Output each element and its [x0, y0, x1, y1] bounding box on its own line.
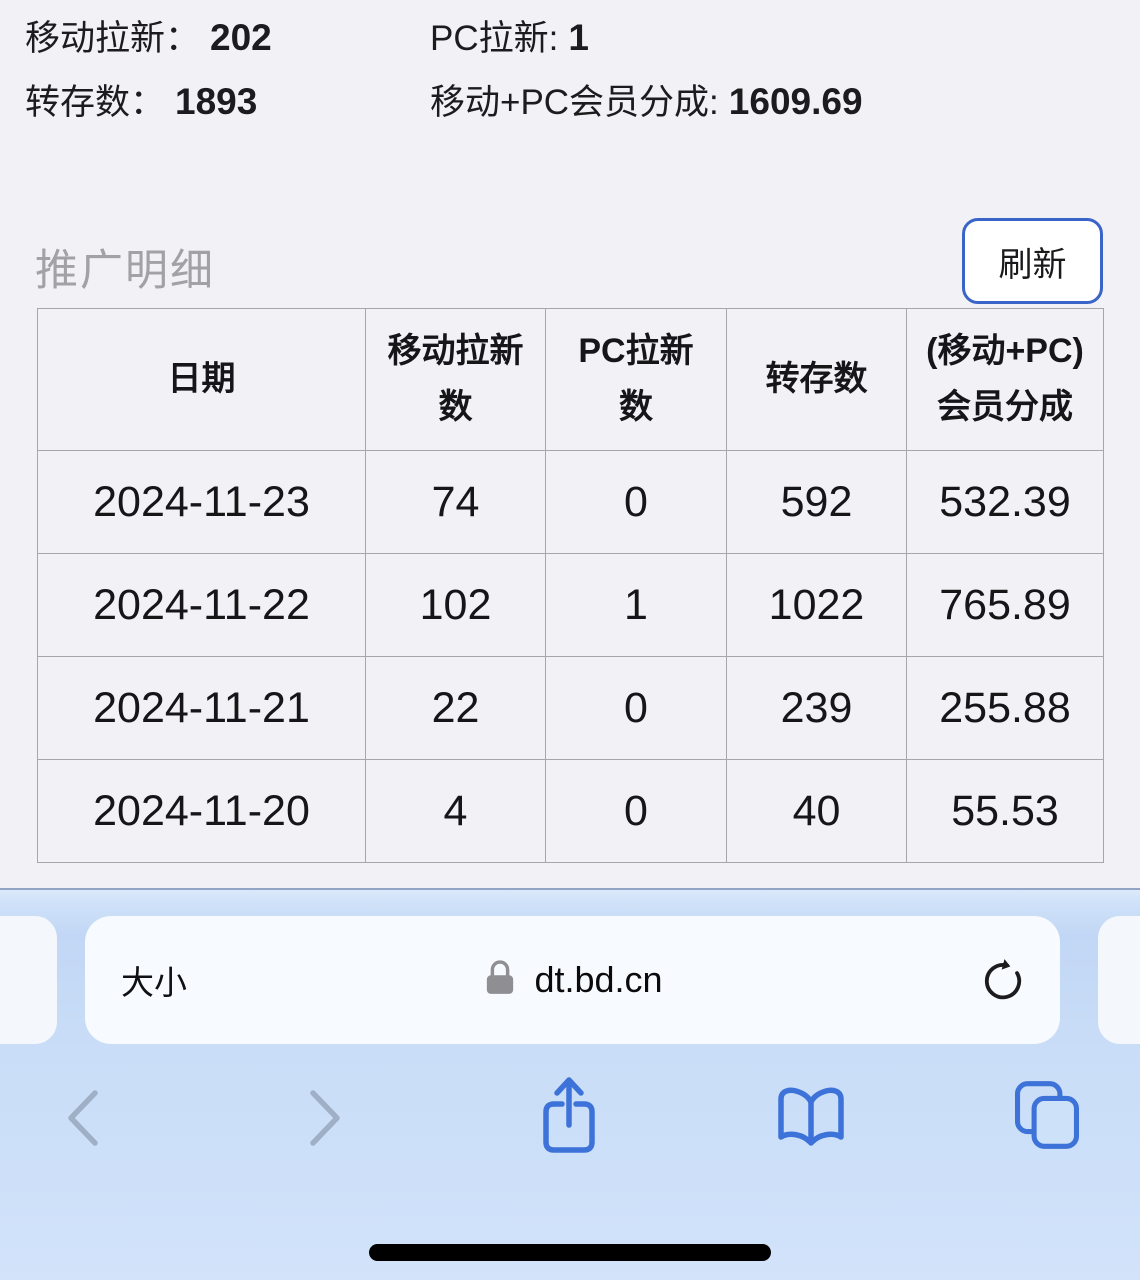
- stat-value: 1: [568, 17, 589, 58]
- table-cell: 74: [365, 450, 546, 554]
- stat-mobile-new: 移动拉新： 202: [25, 10, 430, 61]
- table-cell: 532.39: [906, 450, 1104, 554]
- table-row: 2024-11-22 102 1 1022 765.89: [37, 553, 1104, 657]
- table-cell: 4: [365, 759, 546, 863]
- reload-icon[interactable]: [976, 951, 1030, 1009]
- summary-stats: 移动拉新： 202 PC拉新: 1 转存数： 1893 移动+PC会员分成: 1…: [0, 0, 1140, 138]
- table-cell: 239: [726, 656, 907, 760]
- text-size-button[interactable]: 大小: [85, 916, 207, 1044]
- date-cell: 2024-11-20: [37, 759, 366, 863]
- bookmarks-icon[interactable]: [772, 1086, 850, 1150]
- stat-label: PC拉新:: [430, 19, 559, 58]
- promotion-table: 日期 移动拉新数 PC拉新数 转存数 (移动+PC)会员分成 2024-11-2…: [37, 308, 1104, 863]
- table-cell: 0: [545, 759, 727, 863]
- date-cell: 2024-11-23: [37, 450, 366, 554]
- table-cell: 592: [726, 450, 907, 554]
- date-cell: 2024-11-22: [37, 553, 366, 657]
- col-header-member-share: (移动+PC)会员分成: [906, 308, 1104, 451]
- tabs-icon[interactable]: [1010, 1080, 1084, 1150]
- lock-icon: [482, 958, 518, 1003]
- table-row: 2024-11-21 22 0 239 255.88: [37, 656, 1104, 760]
- table-cell: 55.53: [906, 759, 1104, 863]
- table-cell: 102: [365, 553, 546, 657]
- table-cell: 1022: [726, 553, 907, 657]
- col-header-pc-new: PC拉新数: [545, 308, 727, 451]
- table-row: 2024-11-20 4 0 40 55.53: [37, 759, 1104, 863]
- stat-pc-new: PC拉新: 1: [430, 10, 589, 61]
- stat-label: 移动+PC会员分成:: [430, 83, 719, 122]
- table-cell: 765.89: [906, 553, 1104, 657]
- stat-label: 移动拉新：: [25, 19, 201, 58]
- table-cell: 40: [726, 759, 907, 863]
- table-cell: 1: [545, 553, 727, 657]
- col-header-mobile-new: 移动拉新数: [365, 308, 546, 451]
- url-field[interactable]: dt.bd.cn: [85, 916, 1060, 1044]
- stat-member-share: 移动+PC会员分成: 1609.69: [430, 74, 863, 125]
- share-icon[interactable]: [536, 1073, 602, 1155]
- summary-row-2: 转存数： 1893 移动+PC会员分成: 1609.69: [25, 74, 1140, 138]
- address-bar[interactable]: 大小 dt.bd.cn: [85, 916, 1060, 1044]
- date-cell: 2024-11-21: [37, 656, 366, 760]
- adjacent-tab-left[interactable]: [0, 916, 57, 1044]
- back-chevron-icon[interactable]: [60, 1087, 106, 1149]
- forward-chevron-icon[interactable]: [302, 1087, 348, 1149]
- page-content: 移动拉新： 202 PC拉新: 1 转存数： 1893 移动+PC会员分成: 1…: [0, 0, 1140, 863]
- col-header-transfer: 转存数: [726, 308, 907, 451]
- stat-value: 1893: [175, 81, 258, 122]
- table-cell: 22: [365, 656, 546, 760]
- col-header-date: 日期: [37, 308, 366, 451]
- stat-value: 1609.69: [728, 81, 863, 122]
- table-header-row: 日期 移动拉新数 PC拉新数 转存数 (移动+PC)会员分成: [37, 308, 1104, 451]
- stat-transfer: 转存数： 1893: [25, 74, 430, 125]
- table-cell: 0: [545, 656, 727, 760]
- refresh-button[interactable]: 刷新: [962, 218, 1103, 304]
- safari-bottom-chrome: 大小 dt.bd.cn: [0, 888, 1140, 1280]
- stat-value: 202: [210, 17, 272, 58]
- table-cell: 255.88: [906, 656, 1104, 760]
- table-row: 2024-11-23 74 0 592 532.39: [37, 450, 1104, 554]
- table-cell: 0: [545, 450, 727, 554]
- stat-label: 转存数：: [25, 83, 166, 122]
- home-indicator[interactable]: [369, 1244, 771, 1261]
- url-text: dt.bd.cn: [534, 959, 663, 1000]
- summary-row-1: 移动拉新： 202 PC拉新: 1: [25, 10, 1140, 74]
- section-title: 推广明细: [35, 247, 215, 295]
- adjacent-tab-right[interactable]: [1098, 916, 1140, 1044]
